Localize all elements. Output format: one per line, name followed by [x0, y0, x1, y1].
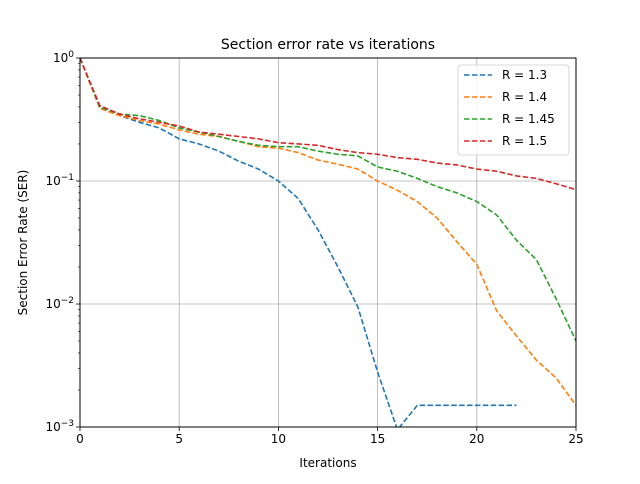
x-axis-label: Iterations — [299, 456, 356, 470]
x-tick-label: 5 — [175, 432, 183, 446]
y-tick-label: 10−3 — [45, 419, 74, 434]
legend-label: R = 1.45 — [502, 112, 555, 126]
plot-frame — [79, 57, 577, 428]
series-line-2 — [80, 58, 576, 406]
series-line-3 — [80, 58, 576, 342]
x-tick-label: 15 — [370, 432, 385, 446]
y-tick-label: 10−2 — [45, 296, 74, 311]
legend: R = 1.3 R = 1.4 R = 1.45 R = 1.5 — [457, 64, 570, 156]
legend-box — [457, 64, 570, 156]
legend-label: R = 1.5 — [502, 134, 547, 148]
chart-title: Section error rate vs iterations — [221, 37, 435, 53]
x-tick-label: 25 — [568, 432, 583, 446]
series-line-1 — [80, 58, 517, 427]
y-axis-label: Section Error Rate (SER) — [16, 170, 30, 316]
x-tick-label: 0 — [76, 432, 84, 446]
legend-label: R = 1.4 — [502, 90, 547, 104]
series-line-4 — [80, 58, 576, 191]
legend-label: R = 1.3 — [502, 68, 547, 82]
x-tick-label: 10 — [271, 432, 286, 446]
series-lines — [80, 58, 576, 427]
x-tick-label: 20 — [469, 432, 484, 446]
y-tick-label: 100 — [53, 50, 74, 65]
axis-ticks: 0 5 10 15 20 25 10−3 10−2 10−1 100 — [45, 50, 583, 446]
y-tick-label: 10−1 — [45, 173, 74, 188]
